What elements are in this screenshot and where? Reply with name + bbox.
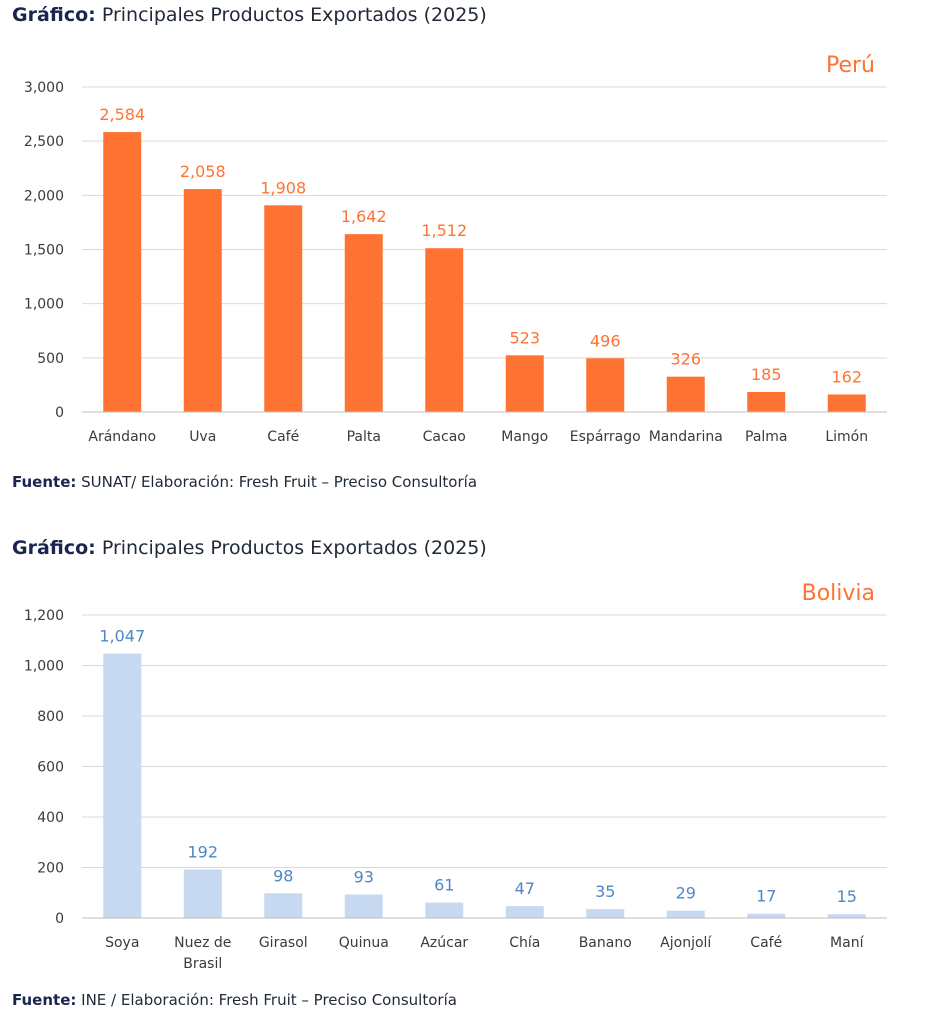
- bar: [103, 653, 142, 918]
- category-label: Girasol: [259, 935, 308, 951]
- source-note-bolivia: Fuente: INE / Elaboración: Fresh Fruit –…: [12, 991, 457, 1009]
- data-label: 2,058: [180, 162, 226, 181]
- category-label: Nuez de Brasil: [174, 935, 231, 972]
- y-tick-label: 1,000: [24, 297, 64, 313]
- heading-label: Gráfico:: [12, 4, 96, 26]
- data-label: 496: [590, 331, 621, 350]
- category-label: Palma: [745, 429, 788, 445]
- data-label: 523: [509, 328, 540, 347]
- category-label: Espárrago: [570, 429, 641, 445]
- bar: [586, 909, 625, 918]
- y-tick-label: 600: [37, 760, 64, 776]
- heading-label: Gráfico:: [12, 537, 96, 559]
- category-label: Café: [267, 429, 299, 445]
- y-tick-label: 1,000: [24, 659, 64, 675]
- data-label: 29: [676, 884, 696, 903]
- category-label: Azúcar: [420, 935, 468, 951]
- category-label: Mandarina: [649, 429, 723, 445]
- bar: [183, 869, 222, 918]
- category-label: Arándano: [88, 429, 156, 445]
- bar-chart-peru: Perú 0 500 1,000 1,500 2,000 2,500 3,000 2,584 Ar…: [24, 53, 887, 445]
- chart-heading-peru: Gráfico: Principales Productos Exportado…: [12, 4, 487, 26]
- bar: [505, 906, 544, 918]
- y-tick-label: 0: [55, 405, 64, 421]
- heading-text: Principales Productos Exportados (2025): [101, 4, 487, 26]
- category-label: Mango: [501, 429, 548, 445]
- bar: [505, 355, 544, 412]
- y-tick-label: 400: [37, 810, 64, 826]
- y-tick-label: 1,200: [24, 608, 64, 624]
- chart-heading-bolivia: Gráfico: Principales Productos Exportado…: [12, 537, 487, 559]
- bar: [344, 234, 383, 412]
- category-label: Café: [750, 935, 782, 951]
- category-label: Uva: [189, 429, 216, 445]
- category-label: Chía: [509, 935, 540, 951]
- category-label: Maní: [830, 935, 865, 951]
- category-label: Limón: [825, 429, 868, 445]
- data-label: 1,642: [341, 207, 387, 226]
- y-tick-label: 2,500: [24, 134, 64, 150]
- data-label: 1,047: [99, 627, 145, 646]
- source-text: INE / Elaboración: Fresh Fruit – Preciso…: [81, 991, 457, 1009]
- bar: [264, 205, 303, 412]
- bar: [747, 913, 786, 918]
- source-text: SUNAT/ Elaboración: Fresh Fruit – Precis…: [81, 473, 478, 491]
- bar-chart-bolivia: Bolivia 0 200 400 600 800 1,000 1,200 1,047 Soya 1…: [24, 581, 887, 972]
- data-label: 15: [837, 887, 857, 906]
- category-label: Banano: [579, 935, 632, 951]
- y-tick-label: 200: [37, 861, 64, 877]
- bar: [103, 132, 142, 413]
- bar: [747, 391, 786, 412]
- data-label: 192: [187, 843, 218, 862]
- source-label: Fuente:: [12, 991, 77, 1009]
- data-label: 326: [670, 350, 701, 369]
- bar: [183, 189, 222, 412]
- data-label: 17: [756, 887, 776, 906]
- y-tick-label: 1,500: [24, 243, 64, 259]
- bar: [425, 902, 464, 918]
- data-label: 1,512: [421, 221, 467, 240]
- bar: [264, 893, 303, 918]
- data-label: 47: [515, 879, 535, 898]
- data-label: 1,908: [260, 178, 306, 197]
- bar: [827, 914, 866, 918]
- y-tick-label: 800: [37, 709, 64, 725]
- source-label: Fuente:: [12, 473, 77, 491]
- data-label: 35: [595, 882, 615, 901]
- bar: [586, 358, 625, 412]
- bar: [827, 394, 866, 412]
- y-tick-label: 0: [55, 911, 64, 927]
- data-label: 98: [273, 866, 293, 885]
- bar: [344, 894, 383, 918]
- y-tick-label: 2,000: [24, 188, 64, 204]
- country-label: Perú: [826, 53, 875, 78]
- data-label: 61: [434, 876, 454, 895]
- category-label: Cacao: [423, 429, 466, 445]
- bar: [425, 248, 464, 412]
- y-tick-label: 500: [37, 351, 64, 367]
- category-label: Soya: [105, 935, 139, 951]
- source-note-peru: Fuente: SUNAT/ Elaboración: Fresh Fruit …: [12, 473, 477, 491]
- category-label: Ajonjolí: [660, 935, 712, 951]
- y-tick-label: 3,000: [24, 80, 64, 96]
- data-label: 93: [354, 868, 374, 887]
- bar: [666, 910, 705, 918]
- bar: [666, 376, 705, 412]
- category-label: Palta: [347, 429, 381, 445]
- category-label: Quinua: [339, 935, 389, 951]
- heading-text: Principales Productos Exportados (2025): [101, 537, 487, 559]
- data-label: 162: [831, 367, 862, 386]
- country-label: Bolivia: [802, 581, 875, 606]
- data-label: 2,584: [99, 105, 145, 124]
- data-label: 185: [751, 365, 782, 384]
